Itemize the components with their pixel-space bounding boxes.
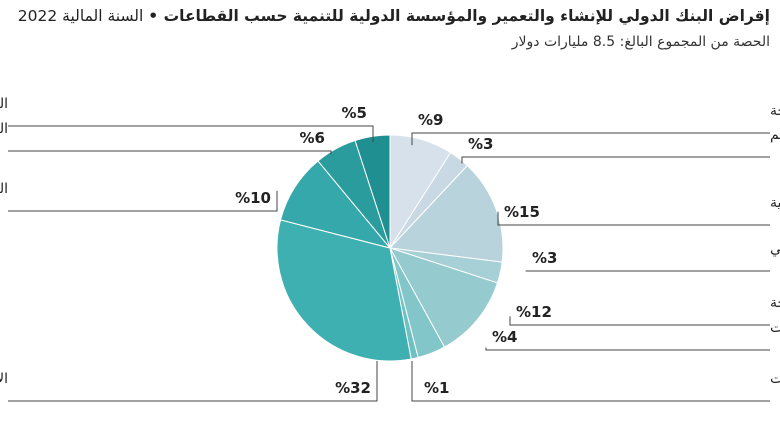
- leader-line: [8, 125, 374, 143]
- pie-slice: [276, 219, 412, 362]
- slice-category-label: الصحة: [770, 295, 780, 311]
- slice-value-label: %9: [418, 111, 443, 129]
- slice-value-label: %4: [492, 328, 517, 346]
- slice-category-label: الطاقة والصناعات الاستخراجية: [770, 195, 780, 211]
- chart-title: إقراض البنك الدولي للإنشاء والتعمير والم…: [10, 6, 770, 26]
- pie-slice: [388, 164, 504, 263]
- slice-category-label: تكنولوجيا المعلومات والاتصالات: [770, 371, 780, 387]
- slice-category-label: القطاع المالي: [770, 241, 780, 257]
- chart-header: إقراض البنك الدولي للإنشاء والتعمير والم…: [10, 6, 770, 52]
- leader-line: [8, 150, 332, 155]
- slice-value-label: %6: [300, 129, 325, 147]
- leader-line: [8, 361, 378, 402]
- chart-title-main: إقراض البنك الدولي للإنشاء والتعمير والم…: [148, 7, 770, 25]
- slice-value-label: %15: [504, 203, 540, 221]
- slice-value-label: %3: [532, 249, 557, 267]
- slice-value-label: %10: [235, 189, 271, 207]
- leader-line: [485, 347, 770, 351]
- slice-category-label: الصناعة والتجارة والخدمات: [770, 320, 780, 336]
- leader-line: [497, 211, 770, 226]
- leader-lines: [8, 125, 770, 402]
- slice-category-label: المياه والصرف الصحي وإدارة المخلفات: [0, 96, 8, 112]
- pie-slice: [354, 134, 391, 249]
- slice-value-label: %32: [335, 379, 371, 397]
- slice-category-label: الحماية الاجتماعية: [0, 181, 8, 197]
- leader-line: [461, 156, 770, 164]
- slice-category-label: النقل: [0, 121, 8, 137]
- pie-slice: [388, 247, 499, 348]
- leader-line: [509, 316, 770, 326]
- slice-category-label: الزراعة والصيد والحراجة: [770, 103, 780, 119]
- leader-line: [8, 190, 278, 212]
- slice-value-label: %3: [468, 135, 493, 153]
- pie-slice: [279, 160, 392, 249]
- pie-slices: [276, 134, 504, 362]
- leader-line: [411, 132, 770, 146]
- slice-labels: الزراعة والصيد والحراجة %9 التعليم %3 الطاقة…: [0, 96, 780, 397]
- slice-value-label: %5: [342, 104, 367, 122]
- slice-value-label: %1: [424, 379, 449, 397]
- slice-category-label: الإدارة العامة: [0, 371, 8, 387]
- slice-value-label: %12: [516, 303, 552, 321]
- leader-line: [411, 361, 770, 402]
- chart-subtitle: الحصة من المجموع البالغ: 8.5 مليارات دول…: [511, 34, 770, 50]
- chart-title-year: السنة المالية 2022: [17, 7, 144, 25]
- slice-category-label: التعليم: [770, 127, 780, 143]
